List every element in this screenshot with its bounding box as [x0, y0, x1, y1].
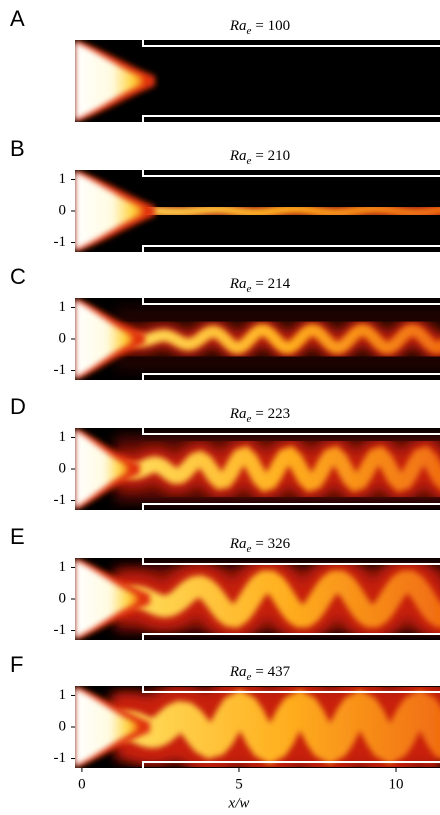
wall-top	[142, 169, 440, 177]
wall-bottom	[142, 115, 440, 123]
panel-title: Rae = 326	[229, 536, 291, 554]
plume	[75, 42, 143, 120]
panel	[75, 169, 440, 253]
wall-top	[142, 557, 440, 565]
panel	[75, 557, 440, 641]
plume	[75, 172, 143, 250]
panel	[75, 685, 440, 769]
wall-top	[142, 39, 440, 47]
panel-title: Rae = 437	[229, 664, 291, 682]
panel-label: E	[10, 524, 25, 549]
wall-bottom	[142, 633, 440, 641]
y-tick-label: -1	[54, 234, 67, 250]
panel-label: F	[10, 652, 23, 677]
x-tick-label: 10	[389, 776, 404, 792]
x-tick-label: 5	[235, 776, 243, 792]
y-tick-label: 0	[59, 202, 67, 218]
title-part: = 326	[255, 536, 290, 552]
panel-label: D	[10, 394, 26, 419]
y-tick-label: 1	[59, 429, 67, 445]
y-tick-label: 1	[59, 171, 67, 187]
title-part: = 437	[255, 664, 290, 680]
y-tick-label: 0	[59, 460, 67, 476]
title-part: e	[247, 543, 252, 555]
panel-content	[75, 558, 440, 640]
y-tick-label: 1	[59, 559, 67, 575]
wall-top	[142, 427, 440, 435]
title-part: = 223	[255, 406, 290, 422]
title-part: Ra	[229, 406, 247, 422]
wall-bottom	[142, 503, 440, 511]
title-part: = 214	[255, 276, 290, 292]
jet	[112, 689, 440, 765]
y-tick-label: 0	[59, 590, 67, 606]
panel	[75, 39, 440, 123]
wall-top	[142, 297, 440, 305]
title-part: = 210	[255, 148, 290, 164]
wall-bottom	[142, 245, 440, 253]
panel-title: Rae = 100	[229, 18, 290, 36]
panel-content	[75, 40, 440, 122]
wall-bottom	[142, 761, 440, 769]
y-tick-label: 1	[59, 299, 67, 315]
title-part: e	[247, 413, 252, 425]
x-tick-label: 0	[78, 776, 86, 792]
title-part: Ra	[229, 664, 247, 680]
plume	[75, 430, 128, 508]
y-tick-label: -1	[54, 622, 67, 638]
title-part: Ra	[229, 18, 247, 34]
panel-content	[75, 428, 440, 510]
jet	[114, 204, 440, 218]
title-part: e	[247, 155, 252, 167]
jet	[114, 324, 440, 354]
panel-title: Rae = 223	[229, 406, 290, 424]
y-tick-label: 0	[59, 330, 67, 346]
panel	[75, 297, 440, 381]
title-part: Ra	[229, 536, 247, 552]
plume	[75, 688, 138, 766]
title-part: Ra	[229, 276, 247, 292]
plume	[75, 300, 133, 378]
wall-top	[142, 685, 440, 693]
panel-title: Rae = 210	[229, 148, 290, 166]
title-part: e	[247, 671, 252, 683]
jet	[113, 570, 440, 629]
panel-content	[75, 298, 440, 380]
panel-label: A	[10, 6, 25, 31]
y-tick-label: 1	[59, 687, 67, 703]
y-tick-label: -1	[54, 750, 67, 766]
y-tick-label: -1	[54, 362, 67, 378]
y-tick-label: 0	[59, 718, 67, 734]
x-axis-label: x/w	[228, 795, 250, 811]
jet	[115, 446, 440, 492]
panel-title: Rae = 214	[229, 276, 291, 294]
title-part: e	[247, 283, 252, 295]
plume	[75, 560, 138, 638]
panel	[75, 427, 440, 511]
title-part: e	[247, 25, 252, 37]
title-part: = 100	[255, 18, 290, 34]
panel-label: C	[10, 264, 26, 289]
panel-content	[75, 170, 440, 252]
wall-bottom	[142, 373, 440, 381]
panel-content	[75, 686, 440, 768]
title-part: Ra	[229, 148, 247, 164]
panel-label: B	[10, 136, 25, 161]
y-tick-label: -1	[54, 492, 67, 508]
